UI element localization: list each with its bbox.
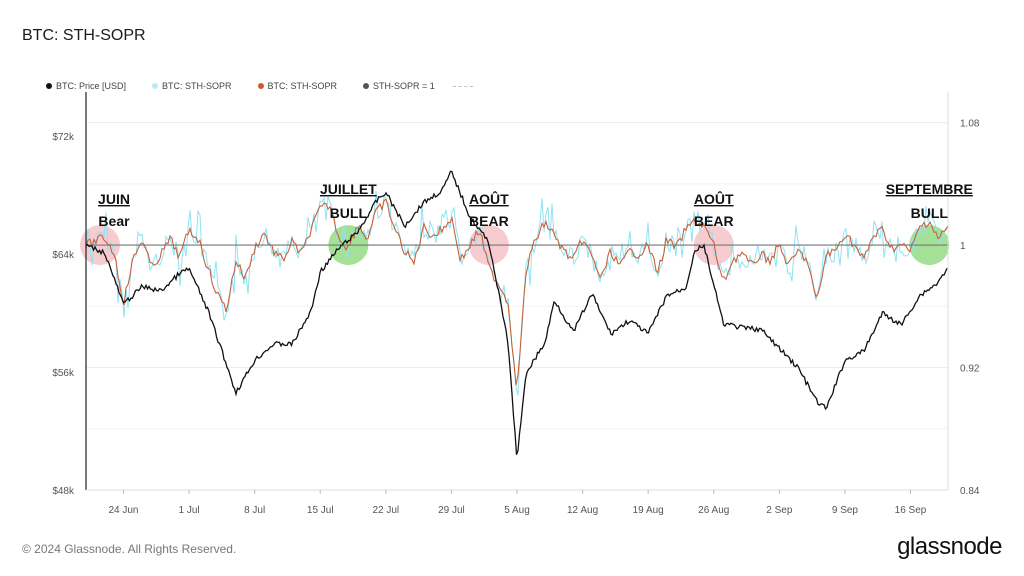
x-tick-label: 9 Sep [832,505,859,516]
chart-title: BTC: STH-SOPR [22,27,146,44]
sopr-smooth-line [85,198,949,386]
x-tick-label: 2 Sep [766,505,793,516]
legend-swatch-price [46,83,52,89]
y-tick-right-label: 1.08 [960,119,980,130]
legend-swatch-baseline [363,83,370,89]
annotation-month-label: AOÛT [469,190,509,207]
chart-legend: BTC: Price [USD] BTC: STH-SOPR BTC: STH-… [46,80,499,92]
annotation-month-label: SEPTEMBRE [886,181,973,197]
x-tick-label: 24 Jun [108,505,138,516]
annotation-trend-label: BEAR [469,213,509,229]
price-series [85,170,948,455]
legend-swatch-sopr-smooth [257,83,264,89]
axes: $72k $64k $56k $48k 1.08 1 0.92 0.84 24 Jun 1 Jul… [52,92,980,516]
annotation-month-label: JUILLET [320,181,377,197]
y-tick-right-label: 1 [960,241,966,252]
x-tick-label: 8 Jul [244,505,265,516]
legend-item-dashed [452,85,473,87]
annotations: JUIN Bear JUILLET BULL AOÛT BEAR AOÛT BEAR SEPTE… [98,181,973,229]
y-tick-right-label: 0.92 [960,364,980,375]
glassnode-logo[interactable]: glassnode [897,533,1002,560]
legend-label-price: BTC: Price [USD] [56,81,127,91]
annotation-month-label: AOÛT [694,190,734,207]
legend-item-price[interactable]: BTC: Price [USD] [46,81,126,91]
grid-lines [86,122,948,491]
legend-item-baseline[interactable]: STH-SOPR = 1 [363,81,435,91]
legend-label-sopr-raw: BTC: STH-SOPR [162,81,232,91]
x-tick-label: 16 Sep [895,505,927,516]
y-tick-left-label: $48k [52,486,75,497]
x-tick-label: 15 Jul [307,505,334,516]
legend-label-sopr-smooth: BTC: STH-SOPR [267,81,338,91]
y-tick-left-label: $56k [52,368,75,379]
x-tick-label: 19 Aug [633,505,664,516]
annotation-month-label: JUIN [98,191,130,207]
sopr-raw-line [85,191,949,396]
x-tick-label: 12 Aug [567,505,598,516]
x-tick-label: 26 Aug [698,505,729,516]
legend-item-sopr-smooth[interactable]: BTC: STH-SOPR [257,81,338,91]
legend-swatch-sopr-raw [152,83,159,89]
legend-label-baseline: STH-SOPR = 1 [373,81,435,91]
x-tick-label: 29 Jul [438,505,465,516]
legend-item-sopr-raw[interactable]: BTC: STH-SOPR [152,81,232,91]
annotation-trend-label: BULL [330,205,368,221]
x-tick-label: 22 Jul [372,505,399,516]
sopr-raw-series [85,191,949,396]
x-tick-label: 1 Jul [179,505,200,516]
annotation-trend-label: Bear [98,213,130,229]
copyright-notice: © 2024 Glassnode. All Rights Reserved. [22,542,237,556]
y-tick-left-label: $64k [52,250,75,261]
annotation-trend-label: BEAR [694,213,734,229]
legend-dashed-line [452,85,473,87]
x-tick-label: 5 Aug [504,505,530,516]
sopr-smooth-series [85,198,949,386]
annotation-trend-label: BULL [911,205,949,221]
y-tick-left-label: $72k [52,132,75,143]
y-tick-right-label: 0.84 [960,486,980,497]
price-line [85,170,948,455]
